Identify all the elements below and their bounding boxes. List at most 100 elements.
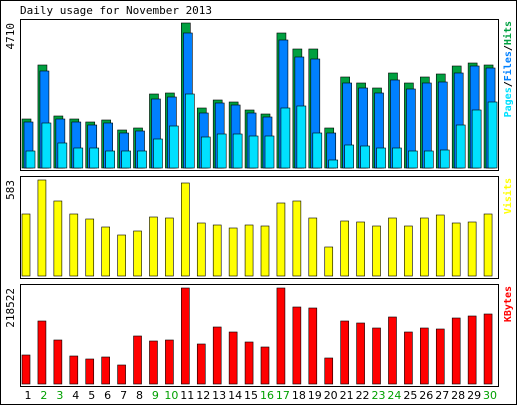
bar-visits-day-20 [324, 246, 334, 277]
bar-visits-day-10 [165, 217, 174, 277]
bar-kbytes-day-21 [340, 320, 349, 385]
bar-pages-day-4 [73, 147, 84, 169]
bar-pages-day-3 [57, 142, 68, 169]
bar-visits-day-11 [181, 182, 190, 277]
legend-entry: Pages [503, 87, 514, 117]
bar-kbytes-day-10 [165, 339, 174, 385]
bar-pages-day-30 [487, 101, 498, 169]
bar-kbytes-day-2 [37, 320, 47, 385]
x-tick-label: 12 [196, 389, 210, 402]
bar-kbytes-day-9 [149, 340, 158, 385]
bar-kbytes-day-5 [85, 358, 95, 385]
x-tick-label: 19 [308, 389, 322, 402]
x-tick-label: 10 [164, 389, 178, 402]
bar-visits-day-28 [451, 222, 461, 277]
bar-visits-day-4 [69, 213, 79, 277]
legend-entry: Visits [502, 178, 514, 214]
panel-frame-bottom [20, 284, 499, 387]
x-tick-label: 8 [136, 389, 143, 402]
bar-kbytes-day-6 [101, 356, 110, 385]
bar-visits-day-5 [85, 218, 95, 277]
bar-pages-day-29 [471, 109, 482, 169]
bar-pages-day-18 [296, 105, 307, 169]
bar-visits-day-27 [435, 214, 445, 277]
x-tick-label: 11 [180, 389, 194, 402]
x-tick-label: 20 [324, 389, 338, 402]
bar-pages-day-21 [344, 144, 354, 169]
x-tick-label: 1 [24, 389, 31, 402]
x-tick-label: 17 [276, 389, 290, 402]
legend-entry: Hits [502, 21, 514, 45]
x-tick-label: 14 [228, 389, 242, 402]
panel-frame-middle [20, 176, 499, 279]
bar-kbytes-day-23 [372, 327, 381, 385]
bar-kbytes-day-19 [308, 307, 318, 385]
bar-pages-day-22 [360, 145, 370, 169]
bar-visits-day-8 [133, 230, 142, 277]
bar-pages-day-5 [89, 147, 100, 169]
legend-entry: / [503, 45, 514, 51]
bar-visits-day-18 [292, 200, 302, 277]
bar-visits-day-12 [196, 222, 206, 277]
x-tick-label: 7 [120, 389, 127, 402]
x-tick-label: 24 [387, 389, 401, 402]
bar-pages-day-20 [328, 159, 339, 169]
panel-frame-top [20, 19, 499, 171]
legend-bottom: KBytes [503, 286, 514, 322]
bar-visits-day-9 [149, 216, 158, 277]
bar-kbytes-day-28 [451, 317, 461, 385]
x-tick-label: 5 [88, 389, 95, 402]
x-tick-label: 21 [340, 389, 354, 402]
x-tick-label: 23 [372, 389, 386, 402]
bar-pages-day-13 [216, 133, 227, 169]
legend-middle: Visits [502, 178, 514, 214]
ymax-label-bottom: 218522 [4, 288, 17, 328]
bar-pages-day-25 [408, 150, 418, 169]
bar-pages-day-11 [185, 93, 195, 169]
bar-pages-day-12 [200, 136, 211, 169]
x-tick-label: 6 [104, 389, 111, 402]
bar-pages-day-6 [105, 150, 115, 169]
bar-pages-day-19 [312, 132, 323, 169]
bar-kbytes-day-1 [21, 354, 31, 385]
bar-pages-day-23 [376, 147, 386, 169]
bar-visits-day-15 [244, 224, 254, 277]
bar-pages-day-7 [121, 150, 131, 169]
x-tick-label: 28 [451, 389, 465, 402]
bar-kbytes-day-25 [404, 331, 413, 385]
bar-kbytes-day-26 [420, 327, 429, 385]
x-tick-label: 26 [419, 389, 433, 402]
bar-kbytes-day-18 [292, 306, 302, 385]
bar-kbytes-day-22 [356, 322, 365, 385]
legend-entry: Files [502, 51, 514, 81]
bar-visits-day-25 [404, 225, 413, 277]
chart-title: Daily usage for November 2013 [20, 4, 212, 17]
x-tick-label: 27 [435, 389, 449, 402]
x-tick-label: 9 [152, 389, 159, 402]
bar-kbytes-day-13 [212, 326, 222, 385]
x-tick-label: 13 [212, 389, 226, 402]
bar-kbytes-day-17 [276, 287, 286, 385]
bar-visits-day-17 [276, 202, 286, 277]
bar-visits-day-19 [308, 217, 318, 277]
bar-visits-day-13 [212, 224, 222, 277]
bar-visits-day-1 [21, 213, 31, 277]
x-tick-label: 4 [72, 389, 79, 402]
bar-visits-day-14 [228, 227, 238, 277]
bar-pages-day-2 [41, 122, 52, 169]
bar-kbytes-day-8 [133, 335, 142, 385]
bar-visits-day-6 [101, 226, 110, 277]
bar-kbytes-day-20 [324, 357, 334, 385]
bar-pages-day-1 [25, 150, 36, 169]
bar-visits-day-7 [117, 234, 126, 277]
bar-pages-day-15 [248, 135, 259, 169]
legend-entry: / [503, 81, 514, 87]
bar-visits-day-16 [260, 225, 270, 277]
bar-visits-day-30 [483, 213, 493, 277]
legend-top: Pages/Files/Hits [502, 21, 514, 117]
bar-visits-day-23 [372, 225, 381, 277]
bar-pages-day-26 [424, 150, 434, 169]
bar-kbytes-day-15 [244, 341, 254, 385]
bar-kbytes-day-4 [69, 355, 79, 385]
x-tick-label: 3 [56, 389, 63, 402]
